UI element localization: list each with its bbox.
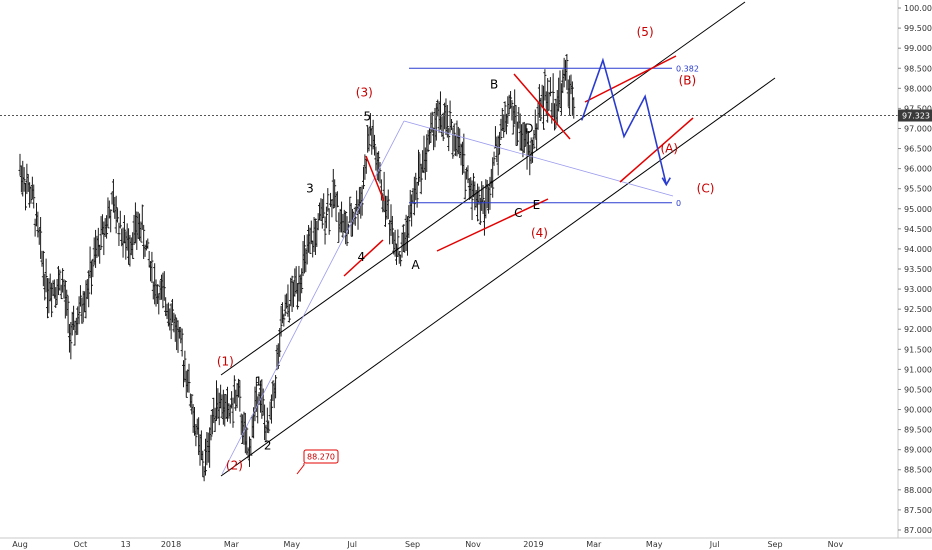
x-tick-label: Aug bbox=[12, 540, 28, 549]
y-tick-label: 88.500 bbox=[904, 466, 932, 475]
red-trend-line bbox=[436, 198, 549, 252]
x-tick-label: Sep bbox=[405, 540, 420, 549]
projection-path bbox=[580, 57, 668, 185]
wave-label: 4 bbox=[357, 250, 365, 264]
y-tick-label: 94.500 bbox=[904, 225, 932, 234]
y-tick-label: 96.000 bbox=[904, 165, 932, 174]
y-tick-label: 98.000 bbox=[904, 84, 932, 93]
wave-label: D bbox=[524, 121, 533, 135]
wave-label: C bbox=[514, 206, 522, 220]
y-tick-label: 95.500 bbox=[904, 185, 932, 194]
y-tick-label: 89.500 bbox=[904, 426, 932, 435]
wave-labels: 0.382 0 (1) (2) 1 2 3 4 (3) 5 A B C D E (4) (5) (A) (B) (C)… bbox=[217, 25, 715, 475]
wave-connector-line bbox=[221, 120, 405, 475]
y-tick-label: 98.500 bbox=[904, 64, 932, 73]
upper-channel-line bbox=[220, 1, 746, 376]
price-bars bbox=[18, 53, 576, 482]
lower-channel-line bbox=[220, 77, 776, 477]
y-tick-label: 99.000 bbox=[904, 44, 932, 53]
x-tick-label: 13 bbox=[121, 540, 131, 549]
y-tick-label: 97.000 bbox=[904, 124, 932, 133]
x-tick-label: Jul bbox=[346, 540, 357, 549]
y-tick-label: 87.500 bbox=[904, 506, 932, 515]
wave-label: 5 bbox=[363, 109, 371, 123]
x-tick-label: Nov bbox=[828, 540, 844, 549]
y-axis-panel bbox=[898, 0, 932, 550]
x-tick-label: May bbox=[646, 540, 663, 549]
wave-label: (C) bbox=[697, 182, 715, 196]
annotation-lines bbox=[0, 1, 898, 477]
projection-arrowhead bbox=[661, 177, 671, 187]
wave-label: 3 bbox=[306, 182, 314, 196]
y-tick-label: 100.000 bbox=[904, 4, 932, 13]
price-callout-box bbox=[303, 449, 339, 464]
wave-label: (B) bbox=[679, 73, 697, 87]
y-tick-label: 91.500 bbox=[904, 345, 932, 354]
red-trend-line bbox=[584, 55, 677, 103]
x-tick-label: Mar bbox=[586, 540, 602, 549]
y-tick-label: 92.500 bbox=[904, 305, 932, 314]
red-trend-line bbox=[365, 155, 385, 202]
x-tick-label: Oct bbox=[73, 540, 87, 549]
price-callout-label: 88.270 bbox=[307, 453, 335, 462]
y-tick-label: 92.000 bbox=[904, 325, 932, 334]
price-callout-pointer bbox=[296, 463, 305, 475]
y-tick-label: 90.500 bbox=[904, 385, 932, 394]
y-tick-label: 93.000 bbox=[904, 285, 932, 294]
red-trend-line bbox=[619, 117, 694, 183]
wave-label: (5) bbox=[637, 25, 654, 39]
x-tick-label: Nov bbox=[465, 540, 481, 549]
y-tick-label: 96.500 bbox=[904, 145, 932, 154]
red-trend-line bbox=[513, 73, 571, 140]
y-tick-label: 91.000 bbox=[904, 365, 932, 374]
y-tick-label: 99.500 bbox=[904, 24, 932, 33]
y-tick-label: 94.000 bbox=[904, 245, 932, 254]
wave-label: E bbox=[533, 198, 541, 212]
wave-label: (3) bbox=[356, 85, 373, 99]
y-tick-label: 89.000 bbox=[904, 446, 932, 455]
x-tick-label: Sep bbox=[767, 540, 782, 549]
wave-label: (A) bbox=[661, 142, 679, 156]
x-tick-label: May bbox=[284, 540, 301, 549]
red-trend-line bbox=[343, 239, 384, 277]
wave-connector-line bbox=[403, 120, 674, 197]
y-tick-label: 97.500 bbox=[904, 104, 932, 113]
current-price-label: 97.323 bbox=[902, 112, 930, 121]
fib-label-0382: 0.382 bbox=[676, 64, 699, 73]
x-tick-label: 2018 bbox=[161, 540, 181, 549]
wave-label: (1) bbox=[217, 354, 234, 368]
y-tick-label: 95.000 bbox=[904, 205, 932, 214]
wave-label: 1 bbox=[255, 374, 263, 388]
wave-label: (2) bbox=[226, 459, 243, 473]
fib-label-0: 0 bbox=[676, 199, 681, 208]
wave-label: (4) bbox=[531, 226, 548, 240]
wave-label: B bbox=[490, 77, 498, 91]
wave-label: A bbox=[412, 258, 421, 272]
x-tick-label: 2019 bbox=[523, 540, 543, 549]
y-tick-label: 90.000 bbox=[904, 406, 932, 415]
wave-label: 2 bbox=[264, 439, 272, 453]
x-tick-label: Jul bbox=[709, 540, 720, 549]
x-tick-label: Mar bbox=[224, 540, 240, 549]
y-tick-label: 87.000 bbox=[904, 526, 932, 535]
y-tick-label: 88.000 bbox=[904, 486, 932, 495]
current-price-box bbox=[898, 109, 932, 122]
y-tick-label: 93.500 bbox=[904, 265, 932, 274]
